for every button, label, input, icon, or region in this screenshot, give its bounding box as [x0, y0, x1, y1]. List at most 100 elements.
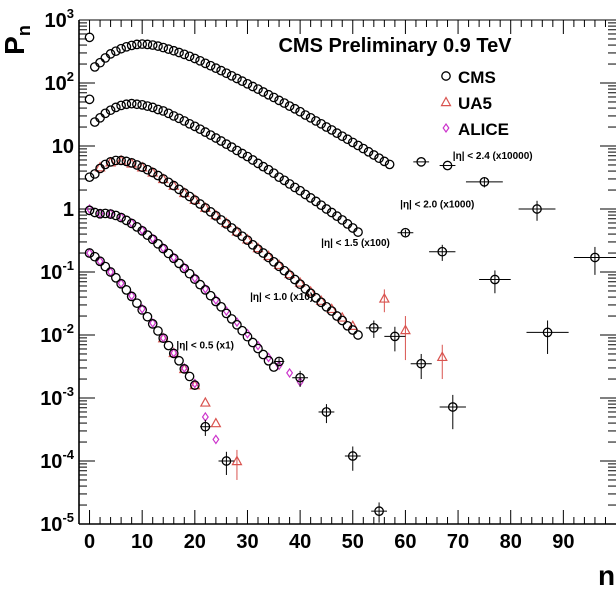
cms-point — [147, 167, 158, 178]
cms-point — [84, 172, 95, 183]
cms-point — [158, 243, 169, 254]
cms-point — [153, 326, 163, 336]
alice-point — [85, 203, 94, 215]
cms-point — [274, 172, 284, 183]
legend: CMS UA5 ALICE — [440, 68, 509, 139]
cms-point — [205, 290, 216, 301]
cms-point — [179, 364, 190, 374]
cms-point — [189, 53, 200, 64]
cms-point — [121, 99, 132, 110]
cms-point — [121, 285, 132, 295]
cms-point — [211, 63, 221, 74]
curve-label: |η| < 1.5 (x100) — [321, 238, 390, 249]
cms-point — [179, 116, 190, 126]
cms-point — [126, 291, 137, 302]
x-tick-label: 70 — [447, 531, 469, 553]
series-cms — [84, 155, 466, 430]
alice-point — [128, 290, 136, 301]
cms-point — [195, 55, 205, 66]
cms-point — [111, 210, 121, 221]
cms-point — [247, 155, 258, 165]
cms-point — [137, 39, 148, 49]
y-tick-label: 10-5 — [40, 510, 74, 536]
legend-ua5-marker — [440, 96, 452, 107]
cms-point — [437, 246, 448, 257]
cms-point — [195, 279, 205, 290]
y-tick-label: 10-3 — [40, 384, 74, 410]
x-tick-label: 40 — [289, 531, 311, 553]
cms-point — [153, 104, 163, 115]
cms-point — [337, 315, 348, 326]
cms-point — [247, 337, 258, 348]
cms-point — [442, 160, 453, 171]
chart-title: CMS Preliminary 0.9 TeV — [278, 35, 512, 57]
cms-point — [168, 111, 179, 121]
cms-point — [100, 108, 111, 119]
cms-point — [179, 263, 190, 274]
legend-alice-label: ALICE — [458, 120, 509, 139]
cms-point — [226, 142, 237, 152]
cms-point — [353, 140, 363, 151]
cms-point — [447, 402, 458, 412]
cms-point — [189, 380, 200, 390]
cms-point — [263, 355, 274, 366]
alice-point — [180, 362, 188, 373]
cms-point — [384, 159, 395, 170]
cms-point — [168, 253, 179, 264]
cms-point — [258, 349, 269, 360]
cms-point — [400, 227, 411, 238]
cms-point — [216, 136, 226, 146]
cms-point — [368, 150, 379, 160]
data-series — [84, 32, 616, 523]
cms-point — [321, 407, 332, 417]
cms-point — [158, 174, 169, 184]
cms-point — [116, 43, 126, 54]
ua5-point — [305, 285, 317, 296]
x-tick-label: 60 — [394, 531, 416, 553]
y-tick-label: 102 — [45, 69, 74, 95]
cms-point — [153, 170, 163, 181]
cms-point — [590, 252, 600, 263]
cms-point — [153, 41, 163, 51]
x-tick-label: 10 — [131, 531, 153, 553]
cms-point — [147, 40, 158, 50]
cms-point — [132, 39, 142, 50]
series-cms — [84, 205, 387, 523]
cms-point — [490, 274, 500, 285]
cms-point — [284, 101, 295, 111]
cms-point — [200, 421, 211, 432]
cms-point — [326, 306, 337, 316]
cms-point — [205, 60, 216, 71]
cms-point — [347, 451, 358, 461]
alice-point — [128, 217, 136, 229]
cms-point — [126, 40, 137, 51]
curve-labels: |η| < 2.4 (x10000) |η| < 2.0 (x1000) |η| <… — [176, 151, 532, 351]
cms-point — [353, 330, 363, 340]
cms-point — [142, 311, 153, 322]
cms-point — [100, 208, 111, 219]
cms-point — [532, 204, 542, 214]
cms-point — [111, 46, 121, 57]
series-cms — [84, 94, 569, 354]
cms-point — [232, 145, 242, 156]
y-tick-label: 10-1 — [40, 258, 74, 284]
cms-point — [126, 98, 137, 109]
cms-point — [179, 49, 190, 60]
cms-point — [158, 42, 169, 53]
cms-point — [105, 209, 116, 219]
alice-point — [149, 317, 157, 329]
cms-point — [374, 506, 384, 516]
x-axis-label: n — [598, 560, 615, 591]
cms-point — [95, 57, 105, 68]
cms-point — [258, 161, 269, 172]
cms-point — [142, 101, 153, 111]
axis-ticks — [79, 19, 616, 525]
cms-point — [274, 95, 284, 106]
cms-point — [263, 89, 274, 100]
cms-point — [84, 94, 95, 105]
cms-point — [347, 137, 358, 148]
cms-point — [268, 362, 279, 372]
cms-point — [142, 164, 153, 175]
cms-point — [368, 322, 379, 333]
cms-point — [200, 58, 211, 69]
